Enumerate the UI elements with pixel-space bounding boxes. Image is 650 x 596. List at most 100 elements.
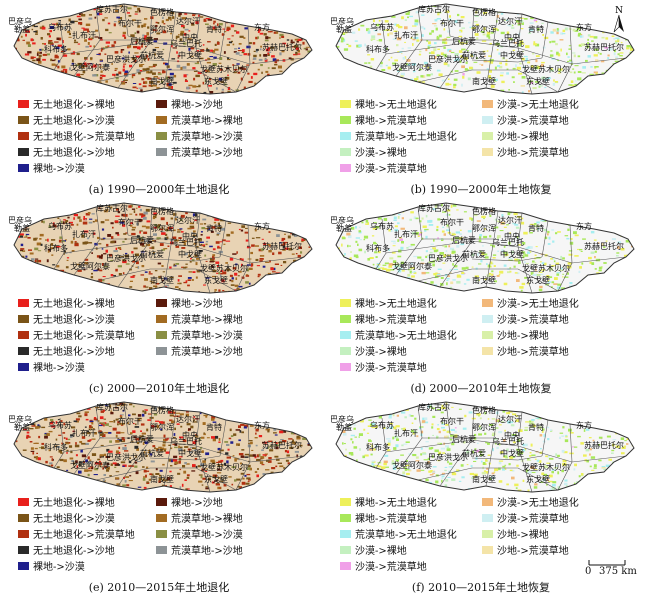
aimag-label: 科布多 <box>366 442 390 452</box>
legend-swatch <box>340 163 351 172</box>
legend-item: 荒漠草地->裸地 <box>156 510 243 525</box>
panel-caption: (a) 1990—2000年土地退化 <box>88 183 230 196</box>
legend-label: 无土地退化->荒漠草地 <box>33 132 135 143</box>
legend-swatch <box>482 314 493 323</box>
aimag-border <box>127 433 151 441</box>
country-outline <box>14 402 312 492</box>
legend-item: 荒漠草地->沙地 <box>156 542 243 557</box>
aimag-label: 苏赫巴托尔 <box>584 440 624 450</box>
legend-swatch <box>156 115 167 124</box>
scale-label: 375 km <box>599 566 637 577</box>
aimag-label: 乌布苏 <box>48 221 72 231</box>
aimag-label: 色楞格 <box>472 206 496 216</box>
aimag-label: 巴彦洪戈尔 <box>428 452 468 462</box>
aimag-label: 科布多 <box>44 442 68 452</box>
aimag-border <box>449 433 473 441</box>
aimag-label: 鄂尔浑 <box>472 223 496 233</box>
aimag-label: 色楞格 <box>472 7 496 17</box>
legend-swatch <box>482 346 493 355</box>
legend-label: 无土地退化->沙漠 <box>33 514 115 525</box>
legend-swatch <box>340 115 351 124</box>
legend-item: 沙漠->无土地退化 <box>482 494 579 509</box>
north-label: N <box>615 6 623 16</box>
aimag-border <box>471 455 543 461</box>
aimag-label: 东方 <box>254 22 270 32</box>
legend-swatch <box>482 330 493 339</box>
panel-caption: (c) 2000—2010年土地退化 <box>88 382 230 395</box>
panel-a: 巴彦乌 库苏古尔 色楞格 乌布苏 布尔干 达尔汗 扎布汗 鄂尔浑 肯特 中央 东方 后杭爱 乌兰巴托 科布… <box>0 0 318 196</box>
legend-label: 无土地退化->荒漠草地 <box>33 331 135 342</box>
legend-label: 无土地退化->裸地 <box>33 100 115 111</box>
legend-item: 裸地->沙地 <box>156 295 223 310</box>
legend-label: 无土地退化->沙地 <box>33 546 115 557</box>
aimag-label: 库苏古尔 <box>96 4 128 14</box>
legend-item: 沙地->裸地 <box>482 526 549 541</box>
legend-label: 裸地->荒漠草地 <box>355 116 427 127</box>
aimag-label: 中戈壁 <box>500 249 524 259</box>
aimag-label: 扎布汗 <box>394 428 418 438</box>
aimag-border <box>541 21 549 59</box>
legend-swatch <box>18 529 29 538</box>
legend-item: 裸地->沙漠 <box>18 359 85 374</box>
aimag-label: 乌兰巴托 <box>492 436 524 446</box>
aimag-label: 南戈壁 <box>472 474 496 484</box>
aimag-label: 戈壁苏木贝尔 <box>200 64 248 74</box>
legend-item: 沙漠->无土地退化 <box>482 295 579 310</box>
aimag-label: 鄂尔浑 <box>150 24 174 34</box>
legend-item: 沙地->荒漠草地 <box>482 542 569 557</box>
aimag-label: 戈壁阿尔泰 <box>392 261 432 271</box>
legend-swatch <box>18 314 29 323</box>
aimag-label: 肯特 <box>206 422 222 432</box>
scale-bar: 0 375 km <box>585 556 645 582</box>
legend-label: 沙地->荒漠草地 <box>497 148 569 159</box>
aimag-border <box>127 234 151 242</box>
aimag-border <box>417 268 559 292</box>
aimag-label: 中央 <box>504 32 520 42</box>
legend-swatch <box>340 545 351 554</box>
legend-swatch <box>340 298 351 307</box>
aimag-label: 巴彦乌 <box>8 16 32 26</box>
legend-swatch <box>18 115 29 124</box>
legend-label: 沙地->裸地 <box>497 331 549 342</box>
aimag-border <box>541 220 549 258</box>
legend-item: 荒漠草地->裸地 <box>156 112 243 127</box>
aimag-label: 鄂尔浑 <box>472 24 496 34</box>
aimag-label: 南戈壁 <box>150 76 174 86</box>
aimag-label: 中央 <box>504 430 520 440</box>
aimag-label: 戈壁苏木贝尔 <box>522 263 570 273</box>
country-outline <box>14 203 312 293</box>
aimag-label: 乌布苏 <box>370 22 394 32</box>
legend-item: 荒漠草地->沙漠 <box>156 327 243 342</box>
aimag-label: 戈壁阿尔泰 <box>70 460 110 470</box>
aimag-label: 东戈壁 <box>204 76 228 86</box>
legend-swatch <box>482 513 493 522</box>
aimag-label: 巴彦乌 <box>330 414 354 424</box>
legend-label: 裸地->沙地 <box>171 498 223 509</box>
legend-label: 荒漠草地->裸地 <box>171 315 243 326</box>
legend-swatch <box>156 314 167 323</box>
aimag-label: 前杭爱 <box>462 249 486 259</box>
aimag-label: 南戈壁 <box>472 275 496 285</box>
aimag-label: 东戈壁 <box>204 474 228 484</box>
aimag-label: 中央 <box>182 231 198 241</box>
legend-item: 裸地->沙地 <box>156 96 223 111</box>
aimag-label: 巴彦洪戈尔 <box>428 253 468 263</box>
legend-label: 沙漠->裸地 <box>355 546 407 557</box>
legend-swatch <box>18 362 29 371</box>
legend-label: 裸地->无土地退化 <box>355 299 437 310</box>
aimag-label: 科布多 <box>366 243 390 253</box>
aimag-label: 东戈壁 <box>526 275 550 285</box>
aimag-label: 库苏古尔 <box>96 203 128 213</box>
aimag-label: 乌兰巴托 <box>170 38 202 48</box>
legend-swatch <box>18 147 29 156</box>
aimag-label: 勒盖 <box>336 223 352 233</box>
aimag-label: 中央 <box>182 430 198 440</box>
legend-item: 裸地->沙漠 <box>18 160 85 175</box>
legend-swatch <box>340 561 351 570</box>
legend-label: 荒漠草地->沙漠 <box>171 331 243 342</box>
legend-label: 沙漠->无土地退化 <box>497 299 579 310</box>
aimag-label: 后杭爱 <box>452 434 476 444</box>
legend-label: 荒漠草地->沙地 <box>171 546 243 557</box>
